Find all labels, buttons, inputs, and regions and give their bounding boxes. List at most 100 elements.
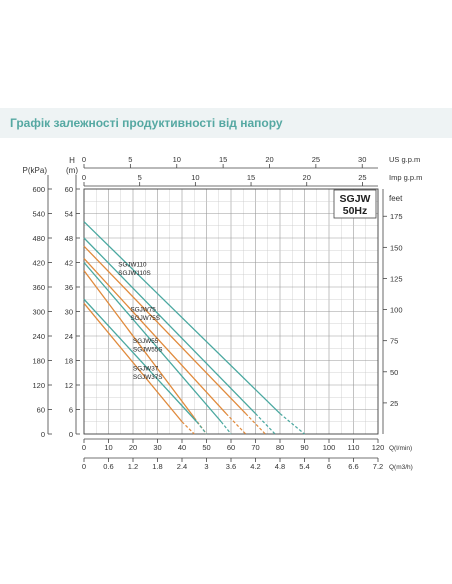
h-axis-tick-label: 0 xyxy=(69,430,73,439)
series-line-sgjw55 xyxy=(83,262,222,423)
feet-axis-tick-label: 175 xyxy=(390,212,403,221)
series-label-sgjw75: SGJW75 xyxy=(131,307,157,314)
us-axis-tick-label: 10 xyxy=(173,155,181,164)
m3h-axis-tick-label: 4.8 xyxy=(275,462,285,471)
h-axis-tick-label: 60 xyxy=(65,185,73,194)
m3h-axis-tick-label: 1.8 xyxy=(152,462,162,471)
kpa-axis-tick-label: 120 xyxy=(32,381,45,390)
series-line-sgjw37s xyxy=(83,302,183,423)
imp-axis-tick-label: 10 xyxy=(191,173,199,182)
m3h-axis-tick-label: 3 xyxy=(204,462,208,471)
feet-axis-tick-label: 50 xyxy=(390,368,398,377)
model-box-name: SGJW xyxy=(340,193,371,205)
q-axis-tick-label: 20 xyxy=(129,443,137,452)
series-label-sgjw37: SGJW37 xyxy=(133,366,159,373)
series-label-sgjw55s: SGJW55S xyxy=(133,346,162,353)
us-axis-tick-label: 20 xyxy=(265,155,273,164)
q-axis-tick-label: 110 xyxy=(348,443,360,452)
q-axis-tick-label: 60 xyxy=(227,443,235,452)
h-axis-tick-label: 12 xyxy=(65,381,73,390)
feet-axis-tick-label: 125 xyxy=(390,274,403,283)
imp-axis-tick-label: 5 xyxy=(138,173,142,182)
chart-title: Графік залежності продуктивності від нап… xyxy=(10,116,283,130)
kpa-axis-label: P(kPa) xyxy=(23,166,48,175)
kpa-axis-tick-label: 180 xyxy=(32,357,45,366)
q-axis-tick-label: 70 xyxy=(251,443,259,452)
series-label-sgjw55: SGJW55 xyxy=(133,338,159,345)
h-axis-tick-label: 48 xyxy=(65,234,73,243)
feet-axis-tick-label: 100 xyxy=(390,306,403,315)
us-axis-label: US g.p.m xyxy=(389,155,420,164)
q-axis-tick-label: 120 xyxy=(372,443,385,452)
imp-axis-tick-label: 15 xyxy=(247,173,255,182)
series-label-sgjw37s: SGJW37S xyxy=(133,374,162,381)
model-box-frequency: 50Hz xyxy=(343,205,368,217)
us-axis-tick-label: 30 xyxy=(358,155,366,164)
kpa-axis-tick-label: 60 xyxy=(37,406,45,415)
us-axis-tick-label: 15 xyxy=(219,155,227,164)
q-axis-tick-label: 40 xyxy=(178,443,186,452)
kpa-axis-tick-label: 420 xyxy=(32,259,45,268)
series-label-sgjw110s: SGJW110S xyxy=(118,270,150,277)
series-label-sgjw75s: SGJW75S xyxy=(131,315,160,322)
us-axis-tick-label: 25 xyxy=(312,155,320,164)
series-line-sgjw110s xyxy=(83,245,247,415)
us-axis-tick-label: 5 xyxy=(128,155,132,164)
kpa-axis-tick-label: 480 xyxy=(32,234,45,243)
m3h-axis-label: Q(m3/h) xyxy=(389,464,413,471)
series-line-sgjw110 xyxy=(83,221,281,415)
imp-axis-tick-label: 0 xyxy=(82,173,86,182)
m3h-axis-tick-label: 6 xyxy=(327,462,331,471)
q-axis-tick-label: 0 xyxy=(82,443,86,452)
series-dash-sgjw75 xyxy=(255,413,276,435)
us-axis-tick-label: 0 xyxy=(82,155,86,164)
kpa-axis-tick-label: 540 xyxy=(32,210,45,219)
series-dash-sgjw37 xyxy=(196,421,207,435)
feet-axis-tick-label: 75 xyxy=(390,337,398,346)
h-axis-label-bottom: (m) xyxy=(66,166,78,175)
m3h-axis-tick-label: 5.4 xyxy=(299,462,309,471)
m3h-axis-tick-label: 2.4 xyxy=(177,462,187,471)
feet-axis-label: feet xyxy=(389,194,403,203)
h-axis-tick-label: 6 xyxy=(69,406,73,415)
q-axis-tick-label: 80 xyxy=(276,443,284,452)
h-axis-tick-label: 42 xyxy=(65,259,73,268)
model-box xyxy=(333,189,377,219)
m3h-axis-tick-label: 1.2 xyxy=(128,462,138,471)
q-axis-tick-label: 10 xyxy=(104,443,112,452)
series-line-sgjw55s xyxy=(83,270,195,419)
series-line-sgjw75s xyxy=(83,257,227,415)
kpa-axis-tick-label: 300 xyxy=(32,308,45,317)
series-dash-sgjw55 xyxy=(220,421,232,435)
m3h-axis-tick-label: 6.6 xyxy=(348,462,358,471)
h-axis-tick-label: 18 xyxy=(65,357,73,366)
h-axis-label-top: H xyxy=(69,156,75,165)
series-line-sgjw75 xyxy=(83,237,256,415)
m3h-axis-tick-label: 0.6 xyxy=(103,462,113,471)
imp-axis-tick-label: 20 xyxy=(303,173,311,182)
kpa-axis-tick-label: 240 xyxy=(32,332,45,341)
series-dash-sgjw37s xyxy=(181,421,195,435)
q-axis-tick-label: 30 xyxy=(153,443,161,452)
h-axis-tick-label: 24 xyxy=(65,332,73,341)
kpa-axis-tick-label: 600 xyxy=(32,185,45,194)
feet-axis-tick-label: 25 xyxy=(390,399,398,408)
m3h-axis-tick-label: 4.2 xyxy=(250,462,260,471)
series-dash-sgjw110 xyxy=(279,413,305,435)
series-label-sgjw110: SGJW110 xyxy=(118,262,147,269)
m3h-axis-tick-label: 7.2 xyxy=(373,462,383,471)
header-band xyxy=(0,108,452,138)
m3h-axis-tick-label: 3.6 xyxy=(226,462,236,471)
q-axis-label: Q(l/min) xyxy=(389,445,412,452)
imp-axis-label: Imp g.p.m xyxy=(389,173,422,182)
h-axis-tick-label: 36 xyxy=(65,283,73,292)
h-axis-tick-label: 30 xyxy=(65,308,73,317)
q-axis-tick-label: 100 xyxy=(323,443,336,452)
kpa-axis-tick-label: 0 xyxy=(41,430,45,439)
feet-axis-tick-label: 150 xyxy=(390,243,403,252)
h-axis-tick-label: 54 xyxy=(65,210,73,219)
q-axis-tick-label: 50 xyxy=(202,443,210,452)
imp-axis-tick-label: 25 xyxy=(358,173,366,182)
m3h-axis-tick-label: 0 xyxy=(82,462,86,471)
